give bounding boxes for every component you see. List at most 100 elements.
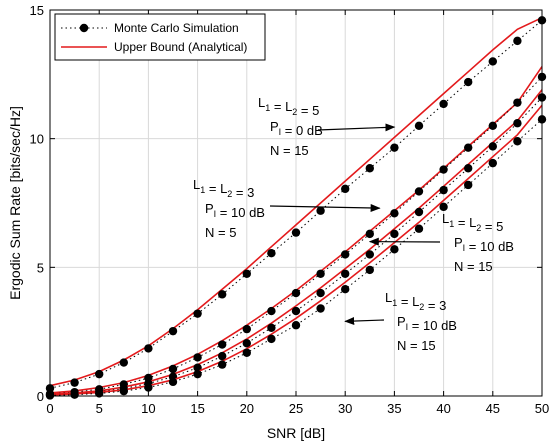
simulation-point <box>513 98 522 107</box>
simulation-point <box>218 360 227 369</box>
simulation-point <box>267 334 276 344</box>
x-tick-label: 40 <box>436 401 450 416</box>
simulation-point <box>95 369 104 379</box>
simulation-point <box>439 99 448 109</box>
annotation-text: PI = 10 dB <box>397 314 457 333</box>
simulation-point <box>464 143 473 152</box>
simulation-point <box>513 36 522 46</box>
plot-series <box>45 16 547 400</box>
simulation-point <box>267 248 276 258</box>
simulation-point <box>365 265 374 275</box>
annotation-text: N = 5 <box>205 225 236 240</box>
grid <box>49 9 543 397</box>
simulation-point <box>365 229 374 239</box>
upper-bound-line <box>49 16 543 387</box>
y-tick-label: 0 <box>37 389 44 404</box>
simulation-point <box>464 77 473 87</box>
simulation-point <box>341 250 350 259</box>
annotation-arrow <box>269 203 381 212</box>
x-tick-label: 15 <box>190 401 204 416</box>
annotation-text: PI = 10 dB <box>454 235 514 254</box>
simulation-point <box>341 269 350 278</box>
x-tick-label: 10 <box>141 401 155 416</box>
x-tick-label: 30 <box>338 401 352 416</box>
upper-bound-line <box>49 104 543 396</box>
simulation-point <box>439 165 448 174</box>
simulation-point <box>316 288 325 298</box>
simulation-point <box>488 121 497 130</box>
simulation-point <box>242 339 251 348</box>
simulation-point <box>390 229 399 239</box>
simulation-point <box>144 383 153 392</box>
y-tick-label: 15 <box>30 3 44 18</box>
upper-bound-line <box>49 89 543 395</box>
annotation-text: L1 = L2 = 5 <box>258 95 319 118</box>
simulation-point <box>439 202 448 212</box>
simulation-point <box>439 185 448 195</box>
simulation-point <box>341 285 350 294</box>
simulation-point <box>488 57 497 66</box>
simulation-point <box>365 250 374 259</box>
simulation-line <box>49 97 543 396</box>
simulation-point <box>218 340 227 349</box>
simulation-point <box>488 142 497 151</box>
annotation-text: L1 = L2 = 3 <box>385 290 446 313</box>
x-tick-label: 45 <box>486 401 500 416</box>
simulation-point <box>70 378 79 387</box>
simulation-point <box>242 348 251 357</box>
simulation-point <box>316 304 325 313</box>
simulation-point <box>316 269 325 278</box>
simulation-point <box>70 390 79 399</box>
simulation-point <box>242 324 251 334</box>
simulation-point <box>193 369 202 379</box>
simulation-point <box>414 207 424 217</box>
annotation-text: L1 = L2 = 3 <box>193 177 254 200</box>
x-tick-label: 25 <box>289 401 303 416</box>
simulation-point <box>267 323 276 333</box>
simulation-point <box>218 351 227 361</box>
legend-label: Upper Bound (Analytical) <box>114 40 247 54</box>
simulation-point <box>119 386 128 396</box>
legend: Monte Carlo Simulation Upper Bound (Analy… <box>54 13 266 61</box>
simulation-point <box>193 363 202 372</box>
simulation-point <box>291 321 301 330</box>
x-tick-label: 20 <box>240 401 254 416</box>
legend-label: Monte Carlo Simulation <box>114 21 239 35</box>
simulation-point <box>218 290 227 299</box>
simulation-point <box>168 326 178 336</box>
simulation-point <box>414 224 424 233</box>
simulation-point <box>390 143 399 152</box>
annotation-text: N = 15 <box>454 259 493 274</box>
y-tick-label: 10 <box>30 132 44 147</box>
annotation-text: N = 15 <box>270 143 309 158</box>
simulation-point <box>168 377 178 387</box>
simulation-point <box>168 364 178 374</box>
simulation-point <box>414 187 424 196</box>
x-tick-label: 0 <box>46 401 53 416</box>
simulation-line <box>49 119 543 396</box>
simulation-point <box>193 309 202 318</box>
simulation-point <box>488 158 497 168</box>
simulation-point <box>291 306 301 316</box>
simulation-point <box>267 306 276 316</box>
x-tick-label: 5 <box>96 401 103 416</box>
annotation-arrow <box>317 123 396 132</box>
simulation-point <box>119 358 128 367</box>
annotation-text: N = 15 <box>397 338 436 353</box>
simulation-point <box>193 353 202 362</box>
legend-swatch-marker <box>79 23 89 33</box>
legend-box <box>54 13 266 61</box>
simulation-point <box>242 269 251 278</box>
annotation-text: PI = 0 dB <box>270 119 323 138</box>
y-tick-label: 5 <box>37 260 44 275</box>
annotation-text: PI = 10 dB <box>205 201 265 220</box>
simulation-point <box>390 245 399 254</box>
x-axis-label: SNR [dB] <box>267 425 325 441</box>
simulation-point <box>464 164 473 173</box>
simulation-point <box>144 344 153 353</box>
simulation-point <box>291 288 301 298</box>
y-axis-label: Ergodic Sum Rate [bits/sec/Hz] <box>7 106 23 300</box>
simulation-point <box>513 137 522 146</box>
